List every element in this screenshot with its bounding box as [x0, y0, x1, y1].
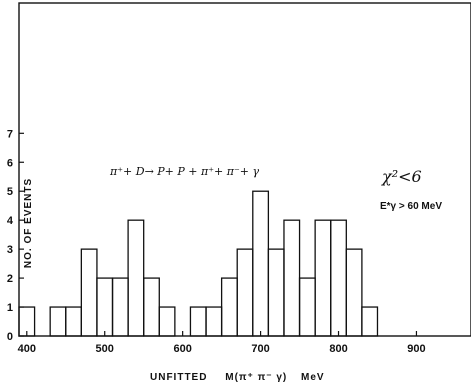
- histogram-outline: [18, 190, 379, 337]
- histogram-bin-470: [80, 248, 98, 337]
- histogram-bin-610: [189, 306, 207, 337]
- y-tick-label-2: 2: [7, 273, 13, 285]
- histogram-bin-490: [96, 277, 114, 337]
- histogram-bin-630: [205, 306, 223, 337]
- histogram-bin-710: [267, 248, 285, 337]
- x-axis-title: UNFITTED M(π⁺ π⁻ γ) MeV: [150, 372, 325, 383]
- x-tick-label-700: 700: [251, 343, 269, 355]
- histogram-bin-750: [298, 277, 316, 337]
- histogram-bin-530: [127, 219, 145, 337]
- histogram-bin-810: [345, 248, 363, 337]
- x-axis-ticks: 400 500 600 700 800 900: [18, 331, 426, 355]
- histogram-bin-730: [283, 219, 301, 337]
- x-axis-title-expr: M(π⁺ π⁻ γ): [225, 372, 287, 383]
- histogram-bin-690: [252, 190, 270, 337]
- y-tick-label-6: 6: [7, 157, 13, 169]
- histogram-bin-770: [314, 219, 332, 337]
- histogram-bin-570: [158, 306, 176, 337]
- chi-square-annotation: χ²<6: [381, 167, 422, 186]
- reaction-annotation: π⁺+ D→ P+ P + π⁺+ π⁻+ γ: [109, 165, 260, 178]
- y-tick-label-3: 3: [7, 244, 13, 256]
- histogram-bin-670: [236, 248, 254, 337]
- x-tick-label-800: 800: [329, 343, 347, 355]
- y-tick-label-0: 0: [7, 331, 13, 343]
- x-axis-title-unit: MeV: [301, 372, 325, 383]
- x-tick-label-900: 900: [407, 343, 425, 355]
- histogram-bin-650: [220, 277, 238, 337]
- y-axis-ticks: 0 1 2 3 4 5 6 7: [7, 128, 24, 343]
- x-tick-label-500: 500: [96, 343, 114, 355]
- y-tick-label-5: 5: [7, 186, 13, 198]
- x-tick-label-400: 400: [18, 343, 36, 355]
- x-tick-label-600: 600: [173, 343, 191, 355]
- energy-cut-annotation: E*γ > 60 MeV: [380, 201, 442, 212]
- y-tick-label-7: 7: [7, 128, 13, 140]
- histogram-bin-430: [49, 306, 67, 337]
- x-axis-title-prefix: UNFITTED: [150, 372, 207, 383]
- histogram-bin-790: [330, 219, 347, 337]
- y-tick-label-1: 1: [7, 302, 13, 314]
- histogram-bin-450: [65, 306, 82, 337]
- histogram-bin-830: [361, 306, 379, 337]
- y-tick-label-4: 4: [7, 215, 14, 227]
- histogram-bin-550: [143, 277, 160, 337]
- histogram-bin-510: [111, 277, 129, 337]
- y-axis-title: NO. OF EVENTS: [23, 178, 34, 268]
